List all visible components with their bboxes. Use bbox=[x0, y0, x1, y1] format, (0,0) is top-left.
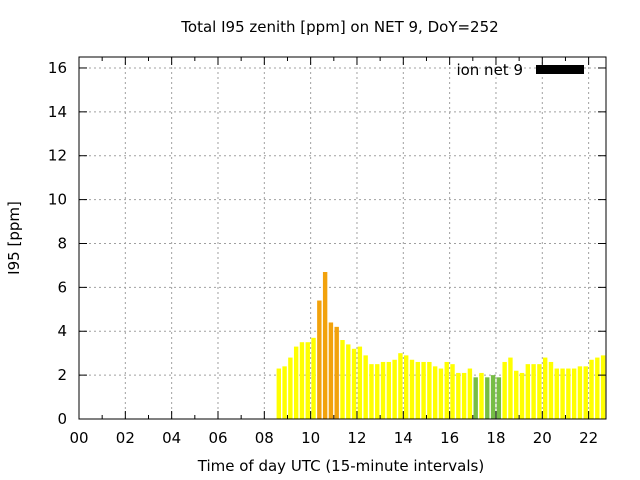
ticks bbox=[78, 57, 606, 420]
bar bbox=[508, 357, 513, 419]
bar bbox=[369, 364, 374, 419]
y-tick-label: 4 bbox=[57, 322, 67, 340]
bar bbox=[589, 359, 594, 419]
bar bbox=[496, 377, 502, 419]
bar bbox=[473, 377, 478, 419]
bar bbox=[514, 370, 519, 419]
bar bbox=[276, 368, 281, 419]
bar bbox=[328, 322, 334, 419]
bar bbox=[583, 366, 588, 419]
bar bbox=[531, 364, 536, 419]
bar bbox=[293, 346, 299, 419]
x-tick-label: 12 bbox=[347, 429, 366, 447]
bar bbox=[456, 372, 461, 419]
x-axis-label: Time of day UTC (15-minute intervals) bbox=[197, 457, 484, 475]
bar bbox=[577, 366, 583, 419]
bar bbox=[485, 377, 490, 419]
bar bbox=[467, 368, 473, 419]
x-tick-label: 00 bbox=[69, 429, 88, 447]
bar bbox=[311, 337, 316, 419]
y-axis-label: I95 [ppm] bbox=[5, 201, 23, 275]
x-tick-label: 14 bbox=[394, 429, 413, 447]
y-tick-label: 14 bbox=[48, 103, 67, 121]
bar bbox=[380, 361, 386, 419]
bar bbox=[548, 361, 554, 419]
bar bbox=[288, 357, 293, 419]
x-tick-label: 02 bbox=[116, 429, 135, 447]
y-tick-label: 8 bbox=[57, 234, 67, 252]
y-tick-label: 2 bbox=[57, 366, 67, 384]
bar bbox=[438, 368, 444, 419]
bar bbox=[317, 300, 322, 419]
bar bbox=[525, 364, 531, 419]
chart-title: Total I95 zenith [ppm] on NET 9, DoY=252 bbox=[180, 18, 498, 36]
bar bbox=[322, 272, 328, 419]
bar bbox=[432, 366, 438, 419]
legend-swatch bbox=[536, 65, 584, 74]
bar bbox=[490, 375, 496, 419]
y-tick-labels: 0 2 4 6 8 10 12 14 16 bbox=[48, 59, 67, 428]
bar bbox=[554, 368, 559, 419]
y-tick-label: 6 bbox=[57, 278, 67, 296]
bar bbox=[409, 359, 415, 419]
bar bbox=[363, 355, 368, 419]
x-tick-label: 10 bbox=[301, 429, 320, 447]
bar bbox=[386, 361, 392, 419]
bars bbox=[276, 272, 606, 419]
x-tick-label: 04 bbox=[162, 429, 181, 447]
bar bbox=[421, 361, 426, 419]
bar bbox=[334, 326, 339, 419]
x-tick-label: 20 bbox=[533, 429, 552, 447]
bar bbox=[415, 361, 420, 419]
bar bbox=[444, 361, 449, 419]
x-tick-labels: 00 02 04 06 08 10 12 14 16 18 20 22 bbox=[69, 429, 598, 447]
bar bbox=[392, 359, 397, 419]
bar bbox=[340, 340, 345, 419]
bar bbox=[566, 368, 571, 419]
bar bbox=[375, 364, 380, 419]
grid bbox=[79, 57, 606, 419]
legend: ion net 9 bbox=[456, 61, 584, 79]
bar bbox=[351, 348, 357, 419]
x-tick-label: 22 bbox=[579, 429, 598, 447]
bar bbox=[427, 361, 432, 419]
bar bbox=[560, 368, 565, 419]
bar bbox=[595, 357, 600, 419]
bar bbox=[502, 361, 507, 419]
legend-label: ion net 9 bbox=[456, 61, 523, 79]
bar bbox=[450, 364, 455, 419]
bar bbox=[571, 368, 577, 419]
bar bbox=[404, 355, 409, 419]
bar bbox=[357, 346, 363, 419]
bar bbox=[282, 366, 287, 419]
y-tick-label: 12 bbox=[48, 147, 67, 165]
x-tick-label: 06 bbox=[208, 429, 227, 447]
bar bbox=[600, 355, 606, 419]
bar bbox=[461, 372, 467, 419]
y-tick-label: 0 bbox=[57, 410, 67, 428]
x-tick-label: 08 bbox=[255, 429, 274, 447]
bar bbox=[398, 353, 403, 419]
bar bbox=[537, 364, 542, 419]
bar bbox=[305, 342, 310, 419]
bar bbox=[542, 357, 548, 419]
y-tick-label: 10 bbox=[48, 191, 67, 209]
bar bbox=[299, 342, 305, 419]
x-tick-label: 18 bbox=[486, 429, 505, 447]
bar bbox=[479, 372, 484, 419]
x-tick-label: 16 bbox=[440, 429, 459, 447]
bar bbox=[346, 344, 351, 419]
plot-frame bbox=[78, 56, 607, 420]
bar bbox=[519, 372, 525, 419]
y-tick-label: 16 bbox=[48, 59, 67, 77]
